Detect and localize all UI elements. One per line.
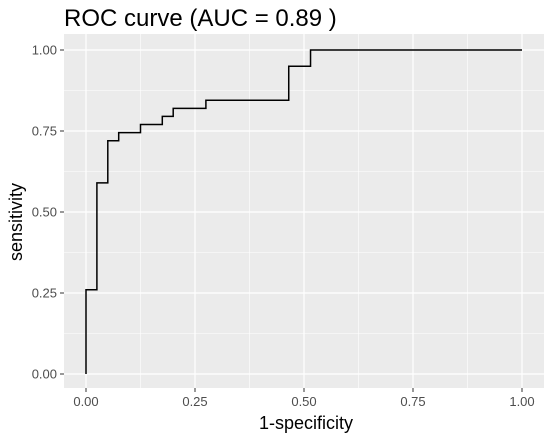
y-tick-label: 1.00 xyxy=(32,43,57,58)
x-tick-label: 1.00 xyxy=(509,394,534,409)
x-axis-title: 1-specificity xyxy=(259,413,353,433)
y-tick-label: 0.75 xyxy=(32,124,57,139)
x-tick-label: 0.25 xyxy=(182,394,207,409)
x-tick-label: 0.00 xyxy=(73,394,98,409)
chart-title: ROC curve (AUC = 0.89 ) xyxy=(64,5,337,32)
x-tick-label: 0.50 xyxy=(291,394,316,409)
x-tick-label: 0.75 xyxy=(400,394,425,409)
y-tick-label: 0.00 xyxy=(32,367,57,382)
y-tick-label: 0.25 xyxy=(32,286,57,301)
y-tick-label: 0.50 xyxy=(32,205,57,220)
y-axis-title: sensitivity xyxy=(6,183,26,261)
roc-curve-line xyxy=(85,49,522,374)
